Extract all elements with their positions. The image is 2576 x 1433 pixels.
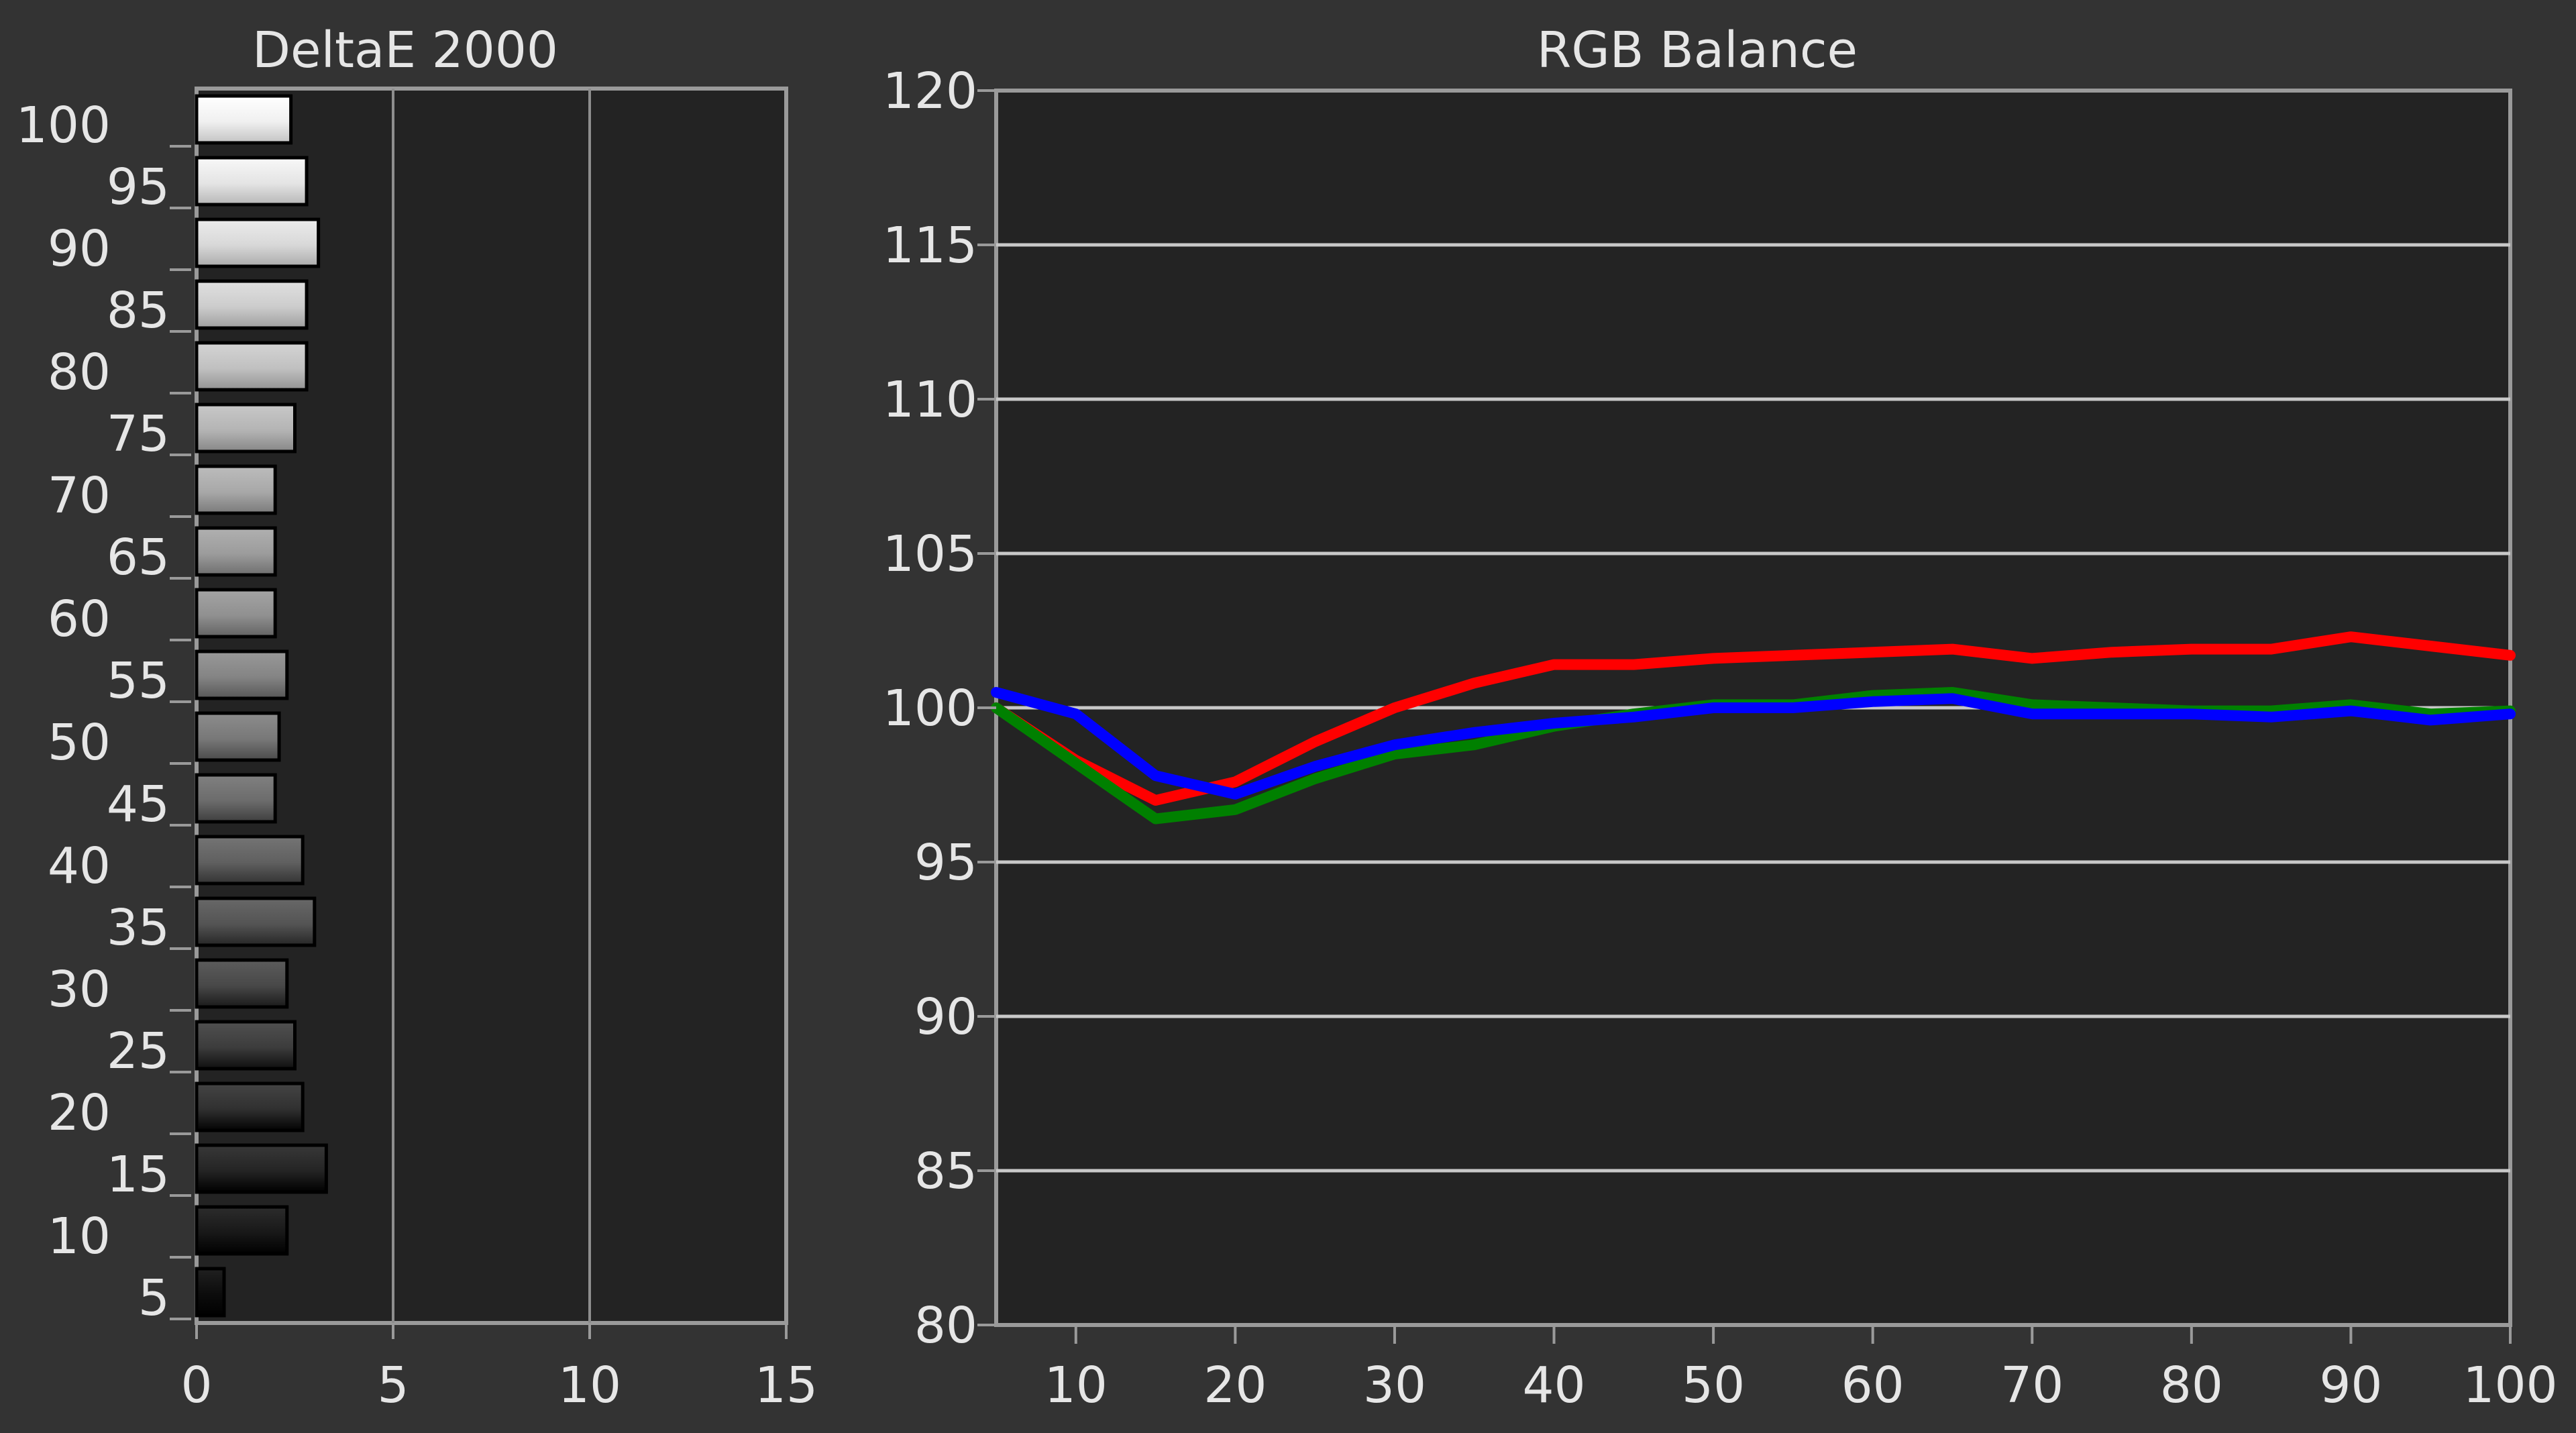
deltae-y-tick-label: 65 [107, 529, 170, 586]
deltae-bar [195, 835, 305, 886]
deltae-y-tick-label: 20 [48, 1084, 111, 1142]
deltae-bar [195, 403, 297, 454]
deltae-bar [195, 1143, 328, 1194]
rgb-balance-y-tick-label: 120 [883, 62, 977, 120]
deltae-bar [195, 1205, 289, 1256]
rgb-balance-series [991, 631, 2516, 825]
deltae-bar [195, 217, 321, 268]
deltae-bar [195, 588, 277, 639]
deltae-y-tick-label: 80 [48, 343, 111, 401]
deltae-axes: 1009590858075706560555045403530252015105… [16, 97, 818, 1414]
deltae-bar [195, 156, 309, 207]
deltae-y-tick-label: 10 [48, 1208, 111, 1265]
deltae-y-tick-label: 85 [107, 282, 170, 339]
deltae-chart: 1009590858075706560555045403530252015105… [16, 21, 818, 1414]
deltae-y-tick-label: 30 [48, 961, 111, 1018]
deltae-bar [195, 341, 309, 392]
rgb-balance-x-tick-label: 100 [2463, 1357, 2557, 1414]
deltae-y-tick-label: 60 [48, 590, 111, 648]
deltae-y-tick-label: 5 [138, 1269, 170, 1327]
deltae-y-tick-label: 15 [107, 1146, 170, 1204]
rgb-balance-y-tick-label: 85 [914, 1143, 977, 1200]
rgb-balance-y-tick-label: 115 [883, 217, 977, 274]
deltae-x-tick-label: 5 [377, 1357, 409, 1414]
rgb-balance-x-tick-label: 20 [1203, 1357, 1267, 1414]
deltae-y-tick-label: 45 [107, 776, 170, 833]
deltae-y-tick-label: 50 [48, 714, 111, 772]
deltae-chart-title: DeltaE 2000 [252, 21, 558, 79]
deltae-bar [195, 279, 309, 330]
deltae-x-tick-label: 10 [558, 1357, 621, 1414]
deltae-plot-area [195, 87, 788, 1325]
rgb-balance-y-tick-label: 105 [883, 525, 977, 583]
deltae-y-tick-label: 70 [48, 467, 111, 525]
rgb-balance-x-tick-label: 40 [1522, 1357, 1585, 1414]
rgb-balance-x-tick-label: 30 [1363, 1357, 1426, 1414]
rgb-balance-axes: 120 115 110 105 100 95 90 85 80 10 20 30 40 50 60 70 80 9… [883, 62, 2558, 1414]
rgb-balance-x-tick-label: 90 [2319, 1357, 2382, 1414]
rgb-balance-blue-line [991, 687, 2516, 800]
deltae-bar [195, 896, 317, 947]
deltae-bar [195, 773, 277, 824]
rgb-balance-chart-title: RGB Balance [1537, 21, 1858, 79]
deltae-bar [195, 1020, 297, 1071]
rgb-balance-red-line [991, 631, 2516, 806]
deltae-y-tick-label: 40 [48, 837, 111, 895]
rgb-balance-x-tick-label: 50 [1682, 1357, 1745, 1414]
deltae-bar [195, 1081, 305, 1132]
deltae-x-tick-label: 15 [755, 1357, 818, 1414]
rgb-balance-y-tick-label: 100 [883, 680, 977, 737]
rgb-balance-x-tick-label: 70 [2000, 1357, 2063, 1414]
deltae-y-tick-label: 95 [107, 158, 170, 216]
rgb-balance-y-tick-label: 90 [914, 988, 977, 1046]
rgb-balance-chart: 120 115 110 105 100 95 90 85 80 10 20 30 40 50 60 70 80 9… [883, 21, 2558, 1414]
rgb-balance-y-tick-label: 110 [883, 371, 977, 429]
deltae-bar [195, 94, 293, 145]
deltae-x-tick-label: 0 [180, 1357, 212, 1414]
deltae-gridlines [392, 89, 591, 1323]
deltae-y-tick-label: 25 [107, 1022, 170, 1080]
rgb-balance-x-tick-label: 80 [2160, 1357, 2223, 1414]
deltae-y-tick-label: 55 [107, 652, 170, 710]
deltae-y-tick-label: 75 [107, 405, 170, 463]
deltae-y-tick-label: 35 [107, 899, 170, 957]
rgb-balance-x-tick-label: 60 [1841, 1357, 1904, 1414]
rgb-balance-y-tick-label: 80 [914, 1297, 977, 1355]
deltae-bar [195, 649, 289, 700]
deltae-y-tick-label: 90 [48, 220, 111, 278]
rgb-balance-x-tick-label: 10 [1044, 1357, 1108, 1414]
rgb-balance-y-tick-label: 95 [914, 834, 977, 892]
deltae-bar [195, 526, 277, 577]
deltae-bar [195, 1267, 226, 1318]
deltae-bar [195, 464, 277, 515]
deltae-bar [195, 958, 289, 1009]
deltae-bars [195, 94, 328, 1318]
deltae-bar [195, 711, 281, 762]
deltae-y-tick-label: 100 [16, 97, 111, 154]
